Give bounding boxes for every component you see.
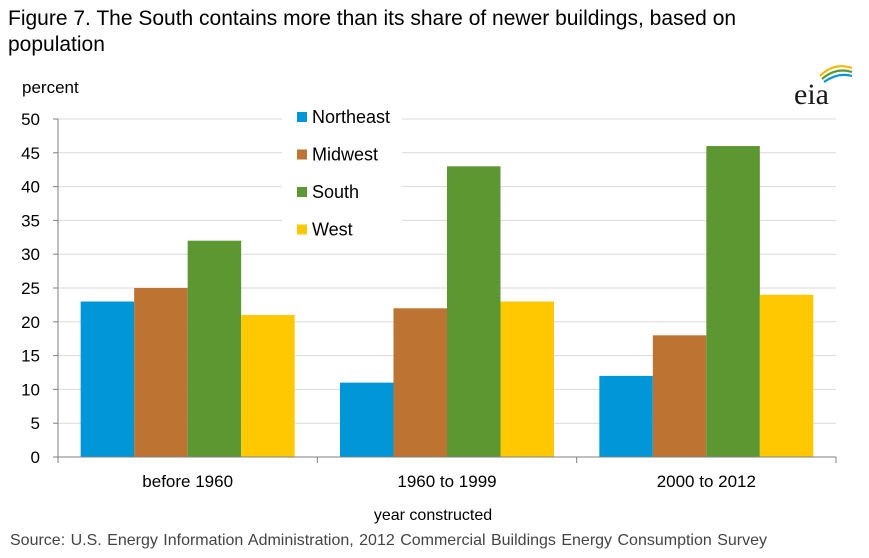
y-tick-label: 15	[21, 347, 40, 366]
legend-swatch-south	[297, 187, 307, 197]
x-tick-label: 2000 to 2012	[657, 472, 756, 491]
y-tick-label: 45	[21, 144, 40, 163]
bars	[80, 146, 814, 458]
x-tick-label: 1960 to 1999	[397, 472, 496, 491]
bar-south-1	[447, 166, 501, 457]
eia-logo: eia	[790, 60, 854, 111]
eia-logo-icon: eia	[794, 65, 853, 111]
chart-title: Figure 7. The South contains more than i…	[8, 7, 737, 56]
legend-label-midwest: Midwest	[312, 145, 378, 165]
bar-northeast-1	[340, 382, 394, 457]
bar-midwest-0	[134, 288, 188, 457]
bar-west-2	[759, 294, 814, 457]
bar-south-2	[706, 146, 760, 458]
bar-west-1	[500, 301, 554, 457]
source-note: Source: U.S. Energy Information Administ…	[10, 532, 768, 549]
legend-swatch-west	[297, 224, 307, 235]
y-tick-label: 5	[31, 414, 40, 433]
bar-northeast-2	[599, 375, 653, 457]
logo-text: eia	[794, 78, 829, 110]
y-tick-label: 20	[21, 313, 40, 332]
axes: 0 5 10 15 20 25 30 35 40 45 50 before 1960 1960 to 1…	[21, 110, 837, 491]
bar-northeast-0	[80, 301, 135, 457]
legend: Northeast Midwest South West	[282, 100, 402, 246]
y-tick-label: 30	[21, 245, 40, 264]
legend-label-northeast: Northeast	[312, 107, 390, 127]
legend-swatch-northeast	[297, 112, 307, 122]
x-tick-label: before 1960	[142, 472, 233, 491]
bar-midwest-1	[393, 308, 447, 457]
y-tick-label: 40	[21, 178, 40, 197]
legend-label-west: West	[312, 220, 353, 240]
legend-label-south: South	[312, 182, 359, 202]
x-axis-label: year constructed	[374, 507, 492, 524]
y-tick-label: 0	[31, 448, 40, 467]
bar-west-0	[241, 315, 295, 457]
bar-south-0	[187, 240, 242, 457]
y-tick-label: 35	[21, 211, 40, 230]
bar-midwest-2	[652, 335, 707, 457]
y-tick-label: 25	[21, 279, 40, 298]
y-axis-label: percent	[22, 78, 79, 97]
legend-background	[282, 100, 402, 246]
legend-swatch-midwest	[297, 149, 307, 160]
y-tick-label: 10	[21, 380, 40, 399]
y-tick-label: 50	[21, 110, 40, 129]
